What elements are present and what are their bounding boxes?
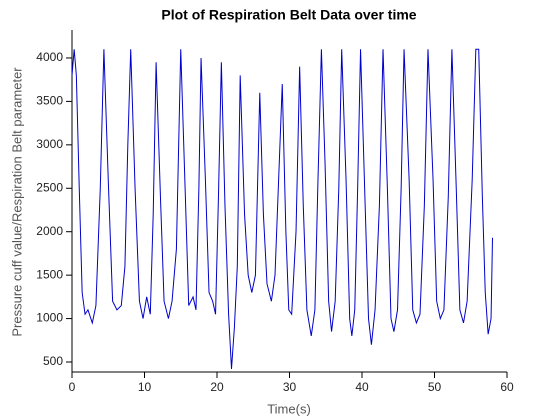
y-tick-label: 2500 <box>36 180 63 194</box>
y-tick-label: 1500 <box>36 267 63 281</box>
y-tick-label: 1000 <box>36 311 63 325</box>
x-axis-label: Time(s) <box>267 401 311 416</box>
x-tick-label: 50 <box>428 380 442 394</box>
y-tick-label: 500 <box>43 354 63 368</box>
data-line <box>71 48 493 369</box>
x-tick-label: 10 <box>138 380 152 394</box>
x-tick-label: 40 <box>355 380 369 394</box>
chart-title: Plot of Respiration Belt Data over time <box>161 7 416 23</box>
x-tick-label: 0 <box>69 380 76 394</box>
x-tick-label: 20 <box>210 380 224 394</box>
x-tick-label: 60 <box>500 380 514 394</box>
y-tick-label: 3000 <box>36 137 63 151</box>
y-axis-label: Pressure cuff value/Respiration Belt par… <box>9 67 24 337</box>
y-tick-label: 2000 <box>36 224 63 238</box>
x-tick-label: 30 <box>283 380 297 394</box>
y-tick-label: 3500 <box>36 94 63 108</box>
y-tick-label: 4000 <box>36 50 63 64</box>
